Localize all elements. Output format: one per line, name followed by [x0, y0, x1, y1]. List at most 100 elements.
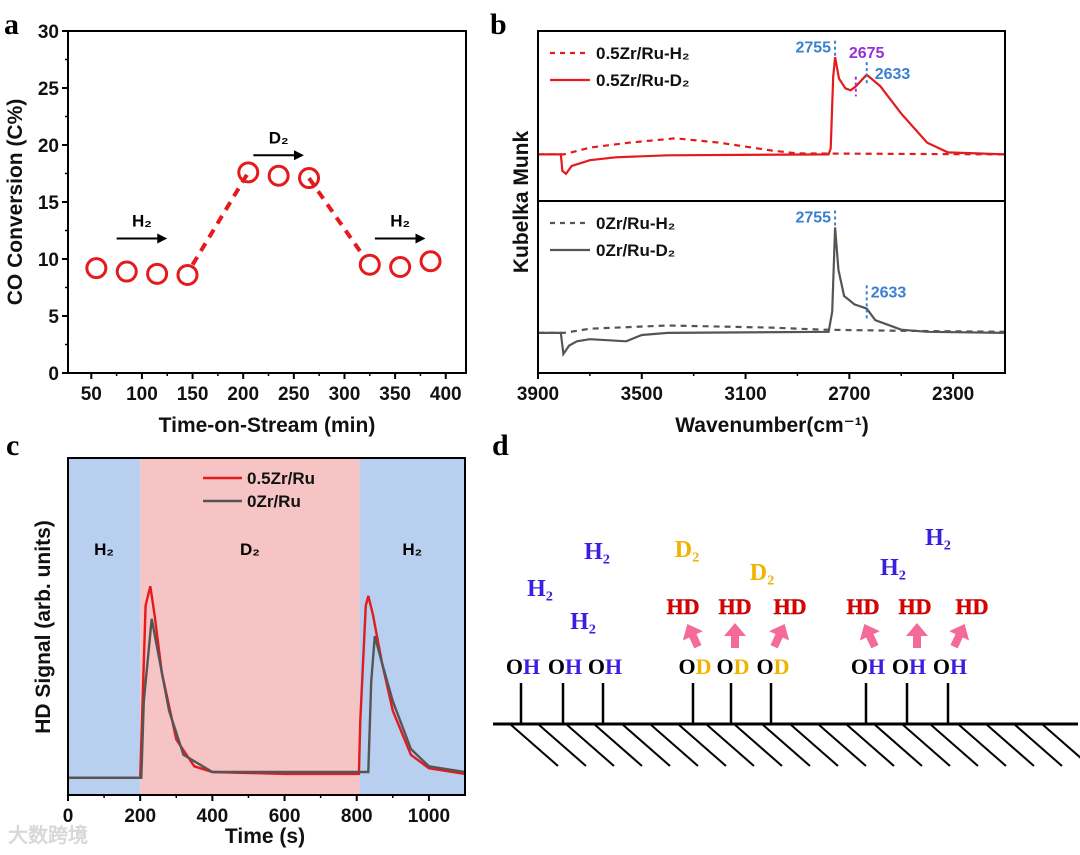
peak-label: 2755: [795, 209, 831, 226]
gas-label: H₂: [132, 211, 152, 230]
data-point: [85, 257, 108, 280]
surface-hatch: [621, 723, 671, 767]
gas-label: D₂: [269, 128, 289, 147]
oxygen-atom: O: [756, 654, 773, 679]
release-arrow-icon: [859, 624, 880, 649]
hydrogen-atom: H: [605, 654, 622, 679]
x-tick-label: 100: [126, 384, 158, 405]
surface-hatch: [1041, 723, 1080, 759]
data-point: [146, 262, 169, 285]
surface-hatch: [929, 723, 979, 767]
legend-label: 0.5Zr/Ru-D₂: [596, 71, 690, 90]
data-point: [115, 260, 138, 283]
panel-label-c: c: [6, 429, 19, 462]
x-tick-label: 150: [177, 384, 209, 405]
panel-b-chart: 2755 2675 2633 0.5Zr/Ru-H₂ 0.5Zr/Ru-D₂ 2755 26…: [517, 30, 1006, 405]
y-tick-label: 15: [38, 193, 60, 214]
hd-product: HD: [899, 594, 932, 619]
deuterium-atom: D: [734, 654, 750, 679]
surface-hatch: [593, 723, 643, 767]
x-tick-label: 1000: [408, 806, 450, 827]
panel-label-b: b: [490, 8, 507, 41]
panel-label-a: a: [4, 8, 19, 41]
series-line: [68, 618, 466, 779]
x-tick-label: 50: [81, 384, 102, 405]
peak-label: 2675: [849, 45, 885, 62]
d2-molecule: D₂: [675, 537, 700, 563]
surface-hatch: [677, 723, 727, 767]
panel-b-ylabel: Kubelka Munk: [510, 131, 533, 274]
surface-group-od: OD: [756, 654, 789, 679]
data-point: [358, 253, 381, 276]
surface-group-oh: OH: [506, 654, 540, 679]
hd-product: HD: [719, 594, 752, 619]
surface-hatch: [789, 723, 839, 767]
data-point: [419, 250, 442, 273]
series-line: [538, 227, 1006, 358]
y-tick-label: 20: [38, 136, 59, 157]
panel-a-ylabel: CO Conversion (C%): [4, 99, 27, 306]
y-tick-label: 25: [38, 79, 60, 100]
surface-hatch: [901, 723, 951, 767]
legend-label: 0Zr/Ru-H₂: [596, 214, 675, 233]
arrow-head-icon: [157, 233, 168, 244]
plot-frame: [67, 30, 467, 374]
surface-hatch: [537, 723, 587, 767]
d2-molecule: D₂: [750, 560, 775, 586]
hd-product: HD: [956, 594, 989, 619]
peak-label: 2755: [795, 40, 831, 57]
dashed-connector: [307, 176, 367, 260]
gas-region: [68, 458, 141, 795]
h2-molecule: H₂: [584, 539, 610, 565]
gas-region-label: H₂: [402, 540, 422, 559]
series-line: [68, 586, 466, 779]
h2-molecule: H₂: [925, 525, 951, 551]
x-tick-label: 3500: [621, 384, 663, 405]
oxygen-atom: O: [506, 654, 523, 679]
h2-molecule: H₂: [570, 609, 596, 635]
data-point: [298, 167, 321, 190]
hd-product: HD: [667, 594, 700, 619]
gas-region-label: D₂: [240, 540, 260, 559]
x-tick-label: 300: [329, 384, 361, 405]
hydrogen-atom: H: [565, 654, 582, 679]
x-tick-label: 250: [278, 384, 310, 405]
panel-c-chart: H₂ D₂ H₂ 0.5Zr/Ru 0Zr/Ru 0 200 400 600 800 1000: [63, 457, 466, 827]
deuterium-atom: D: [774, 654, 790, 679]
gas-region: [359, 458, 465, 795]
surface-group-oh: OH: [548, 654, 582, 679]
surface-hatch: [873, 723, 923, 767]
y-tick-label: 0: [48, 364, 59, 385]
oxygen-atom: O: [716, 654, 733, 679]
surface-hatch: [509, 723, 559, 767]
surface-hatch: [817, 723, 867, 767]
series-line: [538, 57, 1006, 176]
release-arrow-icon: [906, 623, 928, 648]
surface-hatch: [845, 723, 895, 767]
legend-label: 0Zr/Ru: [247, 492, 301, 511]
surface-group-od: OD: [678, 654, 711, 679]
surface-group-oh: OH: [933, 654, 967, 679]
hydrogen-atom: H: [868, 654, 885, 679]
data-point: [389, 255, 412, 278]
release-arrow-icon: [949, 624, 970, 649]
hd-product: HD: [847, 594, 880, 619]
h2-molecule: H₂: [527, 576, 553, 602]
gas-region-label: H₂: [94, 540, 114, 559]
surface-hatch: [761, 723, 811, 767]
gas-label: H₂: [390, 211, 410, 230]
series-line: [538, 137, 1006, 156]
surface-hatch: [957, 723, 1007, 767]
surface-hatch: [985, 723, 1035, 767]
legend-label: 0.5Zr/Ru: [247, 469, 315, 488]
surface-hatch: [565, 723, 615, 767]
oxygen-atom: O: [892, 654, 909, 679]
surface-hatch: [733, 723, 783, 767]
y-tick-label: 10: [38, 250, 59, 271]
x-tick-label: 400: [430, 384, 462, 405]
arrow-head-icon: [293, 150, 304, 161]
data-point: [267, 164, 290, 187]
watermark: 大数跨境: [8, 823, 88, 847]
